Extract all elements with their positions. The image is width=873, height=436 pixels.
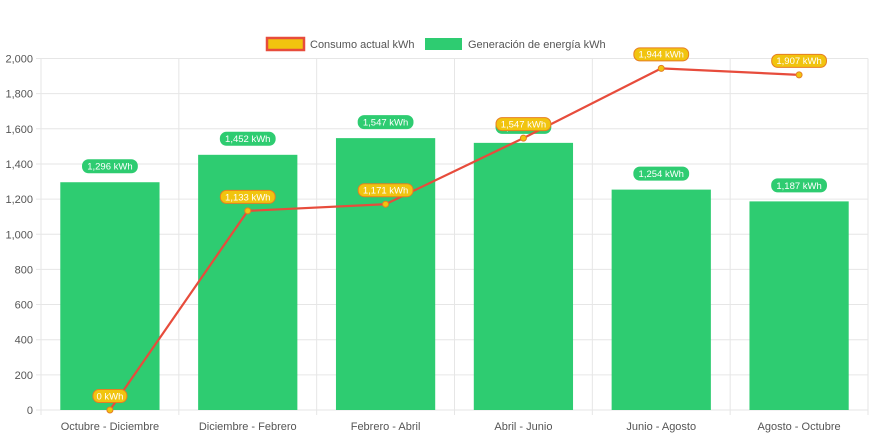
bar[interactable] [749,201,849,410]
y-tick-label: 600 [15,300,33,312]
x-tick-label: Diciembre - Febrero [199,421,297,433]
line-data-label-box [633,47,690,62]
line-point[interactable] [382,200,390,208]
y-tick-label: 1,200 [5,194,33,206]
bar-data-label: 1,452 kWh [225,134,270,145]
legend-swatch-generacion[interactable] [425,38,462,50]
line-data-label-box [357,183,414,198]
line-data-labels: 0 kWh 1,133 kWh 1,171 kWh 1,547 kWh 1,944 kW… [92,47,827,403]
legend-label-consumo[interactable]: Consumo actual kWh [310,39,415,51]
bar-data-label-box [357,115,414,130]
bar-data-label: 1,187 kWh [776,181,821,192]
bar[interactable] [60,182,160,410]
legend-label-generacion[interactable]: Generación de energía kWh [468,39,606,51]
bar[interactable] [611,189,711,410]
x-axis: Octubre - Diciembre Diciembre - Febrero Fe… [61,421,841,433]
line-data-label-box [219,189,276,204]
line-point[interactable] [519,134,527,142]
line-data-label-box [92,389,128,403]
y-axis: 0 200 400 600 800 1,000 1,200 1,400 1,600 1,800 2,… [5,54,33,418]
line-data-label: 0 kWh [96,391,123,402]
line-point[interactable] [244,207,252,215]
bar-data-label-box [771,178,827,193]
x-tick-label: Agosto - Octubre [758,421,841,433]
line-path [109,67,800,411]
bar-series [60,138,849,411]
grid [36,58,869,415]
y-tick-label: 1,800 [5,89,33,101]
y-tick-label: 1,600 [5,124,33,136]
line-data-label-box [771,53,827,68]
x-tick-label: Abril - Junio [494,421,552,433]
y-tick-label: 2,000 [5,54,33,66]
bar-data-label-box [219,131,276,146]
line-data-label-box [495,117,552,132]
bar[interactable] [335,138,436,410]
line-data-label: 1,944 kWh [639,50,684,61]
y-tick-label: 400 [15,335,33,347]
line-data-label: 1,171 kWh [363,186,408,197]
line-data-label: 1,907 kWh [776,56,821,67]
line-point[interactable] [106,406,114,414]
bar-data-label-box [82,159,138,174]
line-point[interactable] [657,64,665,72]
legend[interactable]: Consumo actual kWh Generación de energía … [265,36,606,52]
line-point[interactable] [795,71,803,79]
legend-swatch-consumo[interactable] [265,36,306,52]
y-tick-label: 0 [27,405,33,417]
y-tick-label: 800 [15,264,33,276]
bar-data-label: 1,296 kWh [87,162,132,173]
y-tick-label: 200 [15,370,33,382]
bar-data-label: 1,547 kWh [363,118,408,129]
line-series [106,64,803,414]
bar[interactable] [473,142,574,411]
x-tick-label: Junio - Agosto [626,421,696,433]
x-tick-label: Febrero - Abril [351,421,421,433]
line-data-label: 1,547 kWh [501,120,546,131]
bar-data-label: 1,254 kWh [639,169,684,180]
line-data-label: 1,133 kWh [225,192,270,203]
y-tick-label: 1,000 [5,229,33,241]
x-tick-label: Octubre - Diciembre [61,421,159,433]
bar-data-label-box [633,166,690,181]
y-tick-label: 1,400 [5,159,33,171]
